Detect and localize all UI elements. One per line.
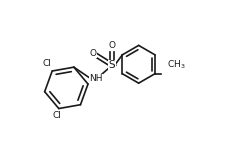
Text: CH$_3$: CH$_3$ xyxy=(167,58,186,71)
Text: Cl: Cl xyxy=(53,111,62,120)
Text: O: O xyxy=(109,41,115,50)
Text: S: S xyxy=(109,60,115,70)
Text: O: O xyxy=(90,49,96,58)
Text: NH: NH xyxy=(89,74,103,83)
Text: Cl: Cl xyxy=(42,59,51,68)
